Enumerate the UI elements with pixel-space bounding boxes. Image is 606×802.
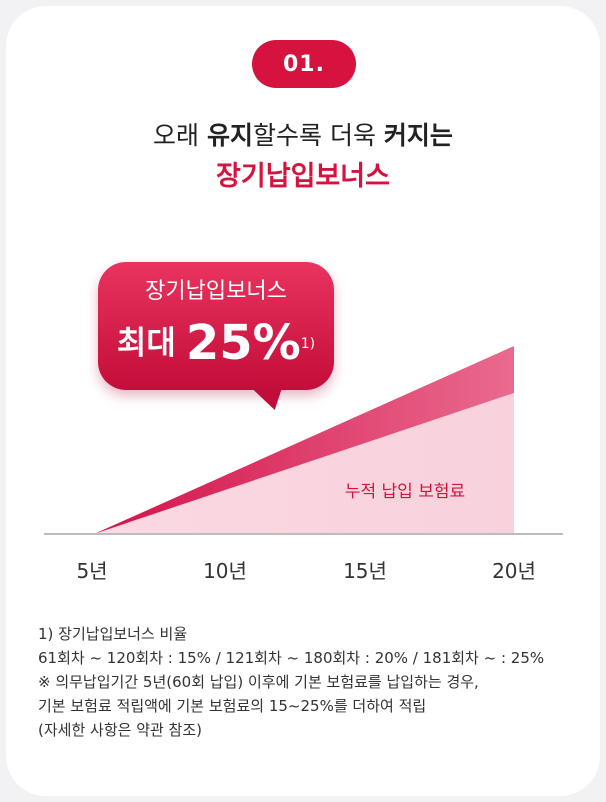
bubble-title: 장기납입보너스 (145, 279, 287, 304)
headline-text-2: 할수록 더욱 (253, 121, 384, 150)
x-tick-10: 10년 (203, 559, 247, 583)
footnote-line-4: 기본 보험료 적립액에 기본 보험료의 15~25%를 더하여 적립 (38, 697, 427, 715)
footnote-line-5: (자세한 사항은 약관 참조) (38, 721, 203, 739)
footnote-line-1: 1) 장기납입보너스 비율 (38, 625, 188, 643)
bonus-speech-bubble: 장기납입보너스 최대 25%1) (98, 262, 334, 390)
headline-bold-1: 유지 (207, 121, 254, 150)
footnotes: 1) 장기납입보너스 비율 61회차 ~ 120회차 : 15% / 121회차… (38, 622, 578, 742)
x-tick-15: 15년 (343, 559, 387, 583)
headline-text-1: 오래 (153, 121, 207, 150)
area-long-term-bonus (94, 346, 514, 534)
area-label: 누적 납입 보험료 (345, 482, 465, 502)
bubble-footnote-mark: 1) (300, 336, 316, 352)
x-tick-20: 20년 (492, 559, 536, 583)
bubble-max-label: 최대 (116, 323, 176, 362)
x-tick-5: 5년 (76, 559, 108, 583)
bubble-max-value: 25% (185, 314, 301, 371)
subheadline: 장기납입보너스 (216, 161, 390, 192)
footnote-line-2: 61회차 ~ 120회차 : 15% / 121회차 ~ 180회차 : 20%… (38, 649, 545, 667)
bubble-max-rate: 최대 25%1) (98, 312, 334, 373)
footnote-line-3: ※ 의무납입기간 5년(60회 납입) 이후에 기본 보험료를 납입하는 경우, (38, 673, 479, 691)
headline: 오래 유지할수록 더욱 커지는 (0, 118, 606, 154)
headline-bold-2: 커지는 (383, 121, 453, 150)
section-number-badge: 01. (252, 40, 356, 88)
